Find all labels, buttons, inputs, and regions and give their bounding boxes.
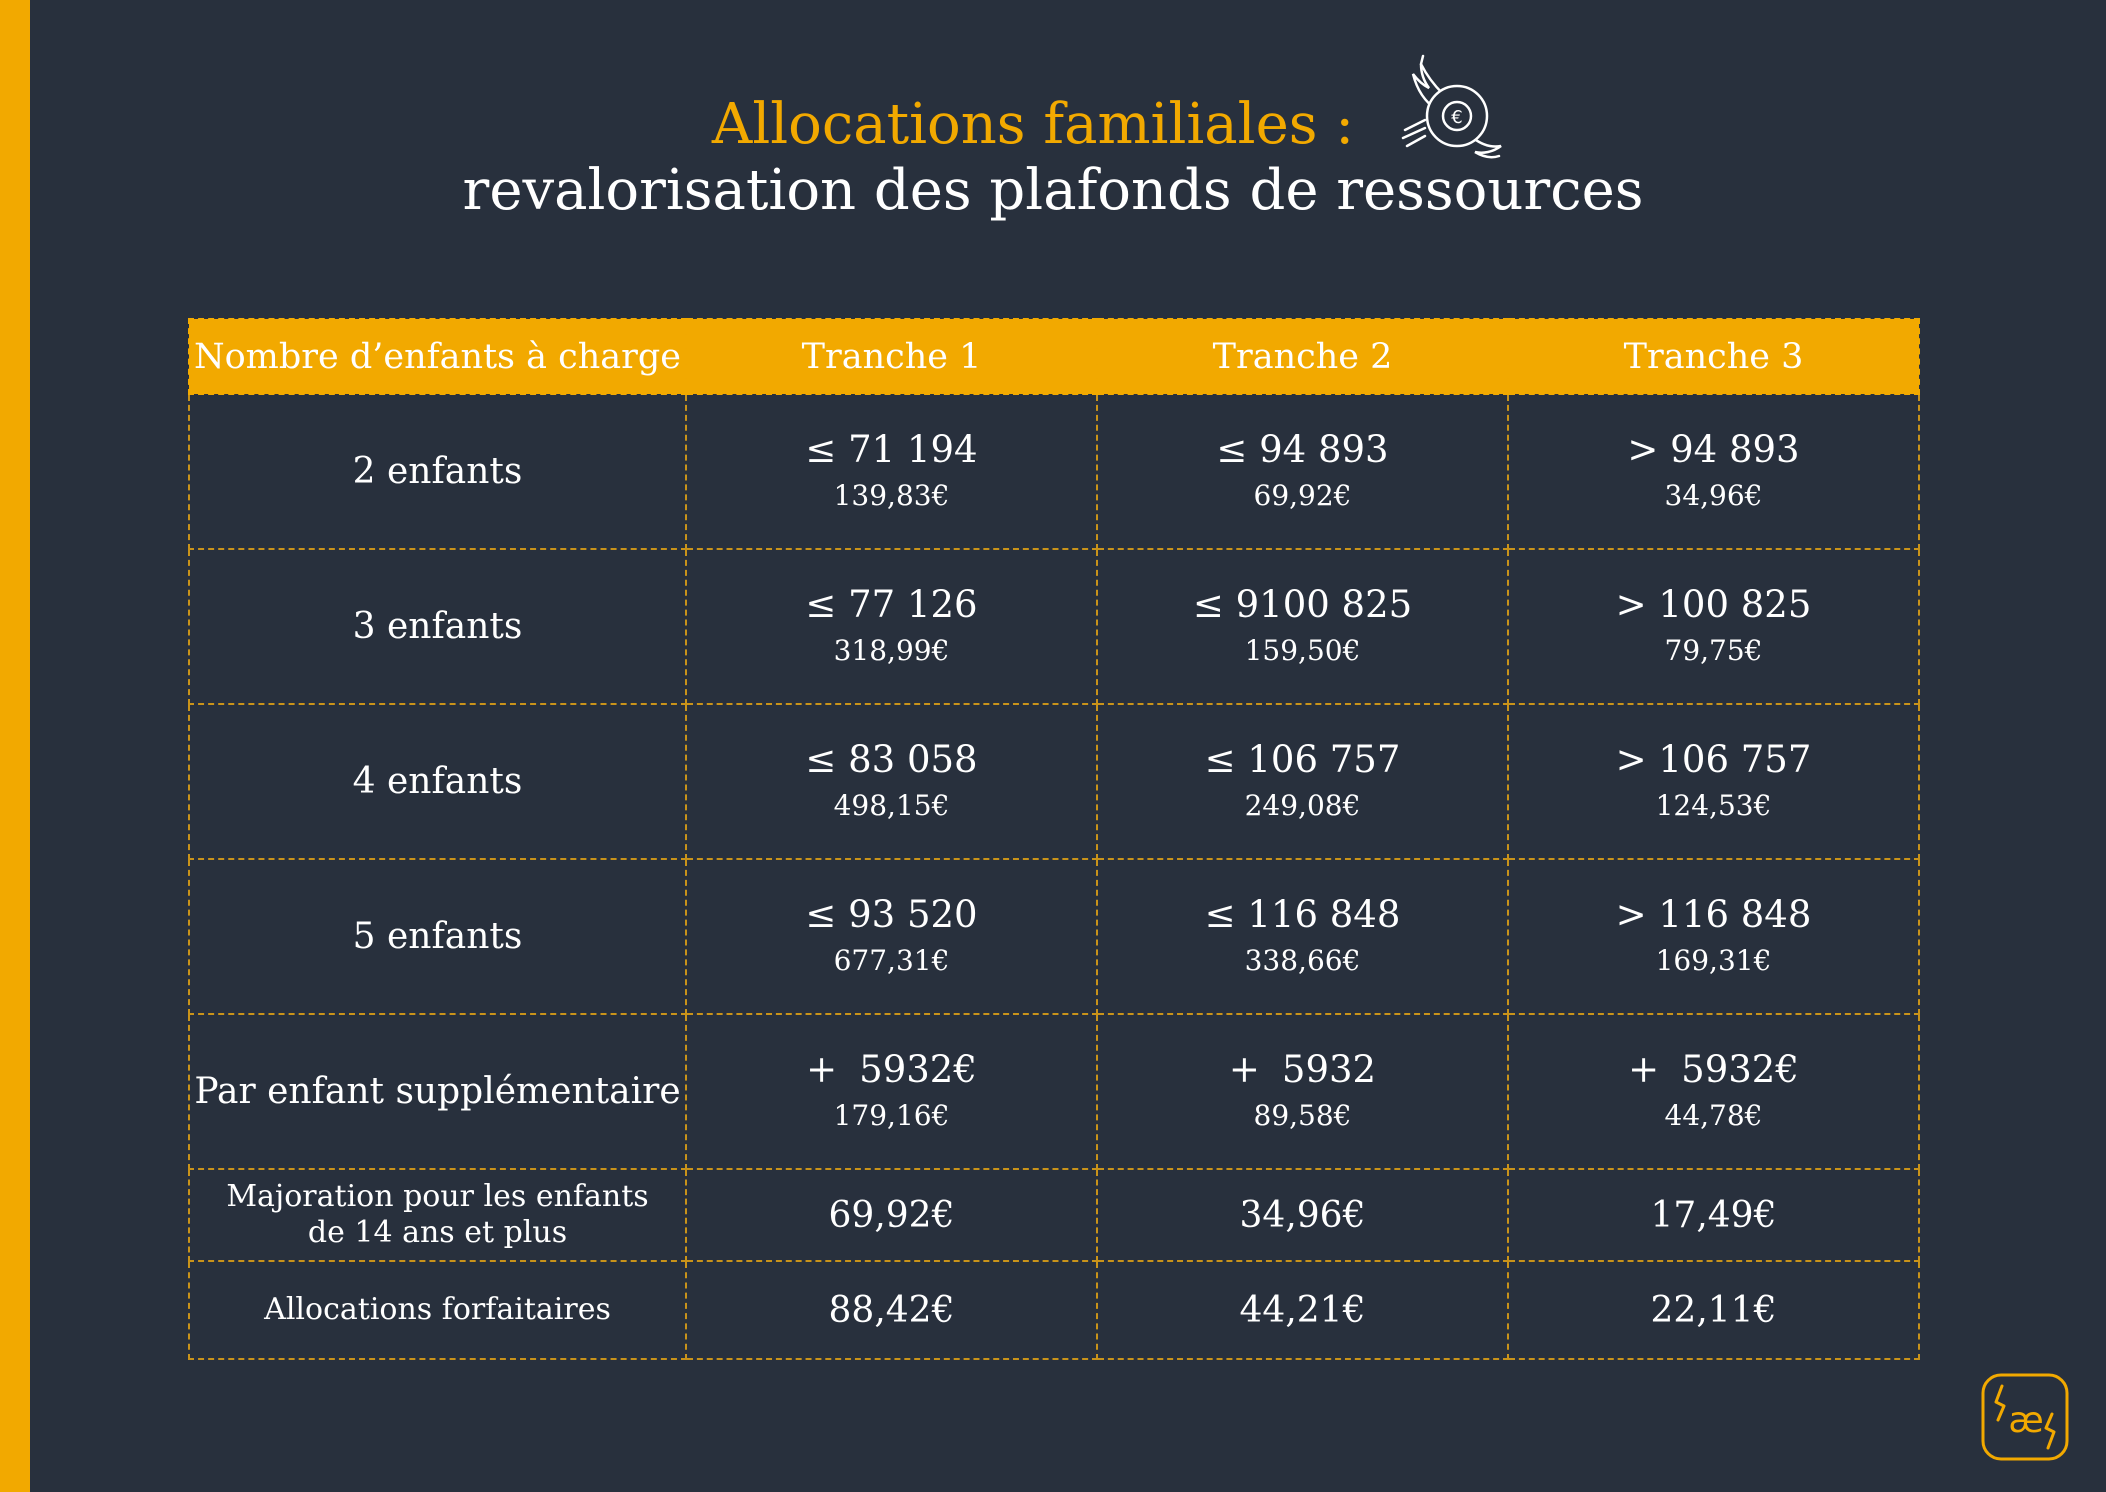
header-tranche-1: Tranche 1: [685, 318, 1098, 395]
threshold-value: ≤ 116 848: [1204, 892, 1401, 936]
tranche-cell: > 94 893 34,96€: [1507, 393, 1920, 550]
amount-value: 338,66€: [1244, 943, 1361, 977]
page-title: Allocations familiales : revalorisation …: [0, 90, 2106, 226]
threshold-number: 5932€: [1681, 1047, 1799, 1091]
ae-logo: æ: [1981, 1373, 2069, 1461]
threshold-value: ≤ 71 194: [805, 427, 978, 471]
amount-value: 34,96€: [1664, 478, 1763, 512]
header-nombre-enfants: Nombre d’enfants à charge: [188, 318, 687, 395]
amount-value: 44,78€: [1664, 1098, 1763, 1132]
table-row: 3 enfants ≤ 77 126 318,99€ ≤ 9100 825 15…: [188, 548, 1920, 705]
amount-value: 139,83€: [833, 478, 950, 512]
threshold-value: ≤ 77 126: [805, 582, 978, 626]
threshold-value: ≤ 9100 825: [1192, 582, 1413, 626]
tranche-cell: ≤ 71 194 139,83€: [685, 393, 1098, 550]
row-label: 2 enfants: [188, 393, 687, 550]
plus-sign: +: [1228, 1047, 1260, 1091]
amount-value: 677,31€: [833, 943, 950, 977]
tranche-cell: ≤ 94 893 69,92€: [1096, 393, 1509, 550]
threshold-value: ≤ 93 520: [805, 892, 978, 936]
tranche-cell: > 106 757 124,53€: [1507, 703, 1920, 860]
header-tranche-2: Tranche 2: [1096, 318, 1509, 395]
table-row: Majoration pour les enfants de 14 ans et…: [188, 1168, 1920, 1262]
amount-value: 249,08€: [1244, 788, 1361, 822]
amount-value: 179,16€: [833, 1098, 950, 1132]
amount-value: 79,75€: [1664, 633, 1763, 667]
tranche-cell-value: 17,49€: [1507, 1168, 1920, 1262]
threshold-value: +5932€: [687, 1046, 1096, 1094]
allocations-table: Nombre d’enfants à charge Tranche 1 Tran…: [188, 318, 1920, 1360]
threshold-number: 5932€: [859, 1047, 977, 1091]
amount-value: 498,15€: [833, 788, 950, 822]
threshold-value: +5932: [1098, 1046, 1507, 1094]
amount-value: 89,58€: [1253, 1098, 1352, 1132]
left-accent-bar: [0, 0, 30, 1492]
tranche-cell-value: 88,42€: [685, 1260, 1098, 1360]
amount-value: 69,92€: [1253, 478, 1352, 512]
amount-value: 159,50€: [1244, 633, 1361, 667]
tranche-cell: +5932 89,58€: [1096, 1013, 1509, 1170]
threshold-value: > 94 893: [1627, 427, 1800, 471]
threshold-value: > 100 825: [1615, 582, 1812, 626]
amount-value: 124,53€: [1655, 788, 1772, 822]
table-row: 4 enfants ≤ 83 058 498,15€ ≤ 106 757 249…: [188, 703, 1920, 860]
logo-text: æ: [2008, 1400, 2043, 1441]
tranche-cell-value: 34,96€: [1096, 1168, 1509, 1262]
coin-euro-symbol: €: [1451, 107, 1462, 128]
threshold-value: > 106 757: [1615, 737, 1812, 781]
threshold-value: ≤ 94 893: [1216, 427, 1389, 471]
tranche-cell: ≤ 106 757 249,08€: [1096, 703, 1509, 860]
tranche-cell: ≤ 9100 825 159,50€: [1096, 548, 1509, 705]
tranche-cell: +5932€ 179,16€: [685, 1013, 1098, 1170]
tranche-cell-value: 22,11€: [1507, 1260, 1920, 1360]
amount-value: 318,99€: [833, 633, 950, 667]
table-row: 2 enfants ≤ 71 194 139,83€ ≤ 94 893 69,9…: [188, 393, 1920, 550]
threshold-value: ≤ 106 757: [1204, 737, 1401, 781]
tranche-cell: +5932€ 44,78€: [1507, 1013, 1920, 1170]
row-label: 5 enfants: [188, 858, 687, 1015]
tranche-cell: ≤ 77 126 318,99€: [685, 548, 1098, 705]
table-header-row: Nombre d’enfants à charge Tranche 1 Tran…: [188, 318, 1920, 395]
tranche-cell-value: 44,21€: [1096, 1260, 1509, 1360]
header-tranche-3: Tranche 3: [1507, 318, 1920, 395]
row-label: Majoration pour les enfants de 14 ans et…: [188, 1168, 687, 1262]
threshold-value: > 116 848: [1615, 892, 1812, 936]
plus-sign: +: [806, 1047, 838, 1091]
plus-sign: +: [1628, 1047, 1660, 1091]
tranche-cell-value: 69,92€: [685, 1168, 1098, 1262]
table-row: Par enfant supplémentaire +5932€ 179,16€…: [188, 1013, 1920, 1170]
row-label-line-2: de 14 ans et plus: [307, 1215, 568, 1250]
amount-value: 169,31€: [1655, 943, 1772, 977]
tranche-cell: ≤ 83 058 498,15€: [685, 703, 1098, 860]
row-label: Allocations forfaitaires: [188, 1260, 687, 1360]
threshold-value: +5932€: [1509, 1046, 1918, 1094]
title-line-1: Allocations familiales :: [711, 92, 1355, 157]
row-label: Par enfant supplémentaire: [188, 1013, 687, 1170]
tranche-cell: > 100 825 79,75€: [1507, 548, 1920, 705]
threshold-value: ≤ 83 058: [805, 737, 978, 781]
table-row: 5 enfants ≤ 93 520 677,31€ ≤ 116 848 338…: [188, 858, 1920, 1015]
tranche-cell: ≤ 93 520 677,31€: [685, 858, 1098, 1015]
table-row: Allocations forfaitaires 88,42€ 44,21€ 2…: [188, 1260, 1920, 1360]
tranche-cell: > 116 848 169,31€: [1507, 858, 1920, 1015]
row-label-line-1: Majoration pour les enfants: [226, 1179, 649, 1214]
title-line-2: revalorisation des plafonds de ressource…: [462, 158, 1644, 223]
row-label: 4 enfants: [188, 703, 687, 860]
flying-euro-coin-icon: €: [1401, 54, 1502, 159]
row-label: 3 enfants: [188, 548, 687, 705]
threshold-number: 5932: [1281, 1047, 1377, 1091]
tranche-cell: ≤ 116 848 338,66€: [1096, 858, 1509, 1015]
